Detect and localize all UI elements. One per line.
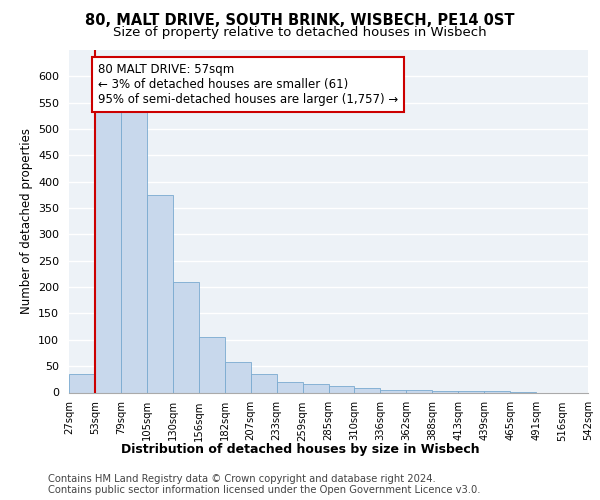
- Text: 80 MALT DRIVE: 57sqm
← 3% of detached houses are smaller (61)
95% of semi-detach: 80 MALT DRIVE: 57sqm ← 3% of detached ho…: [98, 63, 398, 106]
- Bar: [147, 195, 173, 392]
- Y-axis label: Number of detached properties: Number of detached properties: [20, 128, 32, 314]
- Bar: [173, 282, 199, 393]
- Bar: [121, 79, 147, 392]
- Bar: [380, 390, 406, 392]
- Text: Contains public sector information licensed under the Open Government Licence v3: Contains public sector information licen…: [48, 485, 481, 495]
- Bar: [225, 362, 251, 392]
- Bar: [433, 391, 458, 392]
- Bar: [95, 90, 121, 393]
- Text: Contains HM Land Registry data © Crown copyright and database right 2024.: Contains HM Land Registry data © Crown c…: [48, 474, 436, 484]
- Bar: [329, 386, 355, 392]
- Bar: [251, 374, 277, 392]
- Text: Size of property relative to detached houses in Wisbech: Size of property relative to detached ho…: [113, 26, 487, 39]
- Text: 80, MALT DRIVE, SOUTH BRINK, WISBECH, PE14 0ST: 80, MALT DRIVE, SOUTH BRINK, WISBECH, PE…: [85, 13, 515, 28]
- Bar: [69, 374, 95, 392]
- Bar: [355, 388, 380, 392]
- Text: Distribution of detached houses by size in Wisbech: Distribution of detached houses by size …: [121, 442, 479, 456]
- Bar: [406, 390, 432, 392]
- Bar: [302, 384, 329, 392]
- Bar: [277, 382, 302, 392]
- Bar: [199, 337, 224, 392]
